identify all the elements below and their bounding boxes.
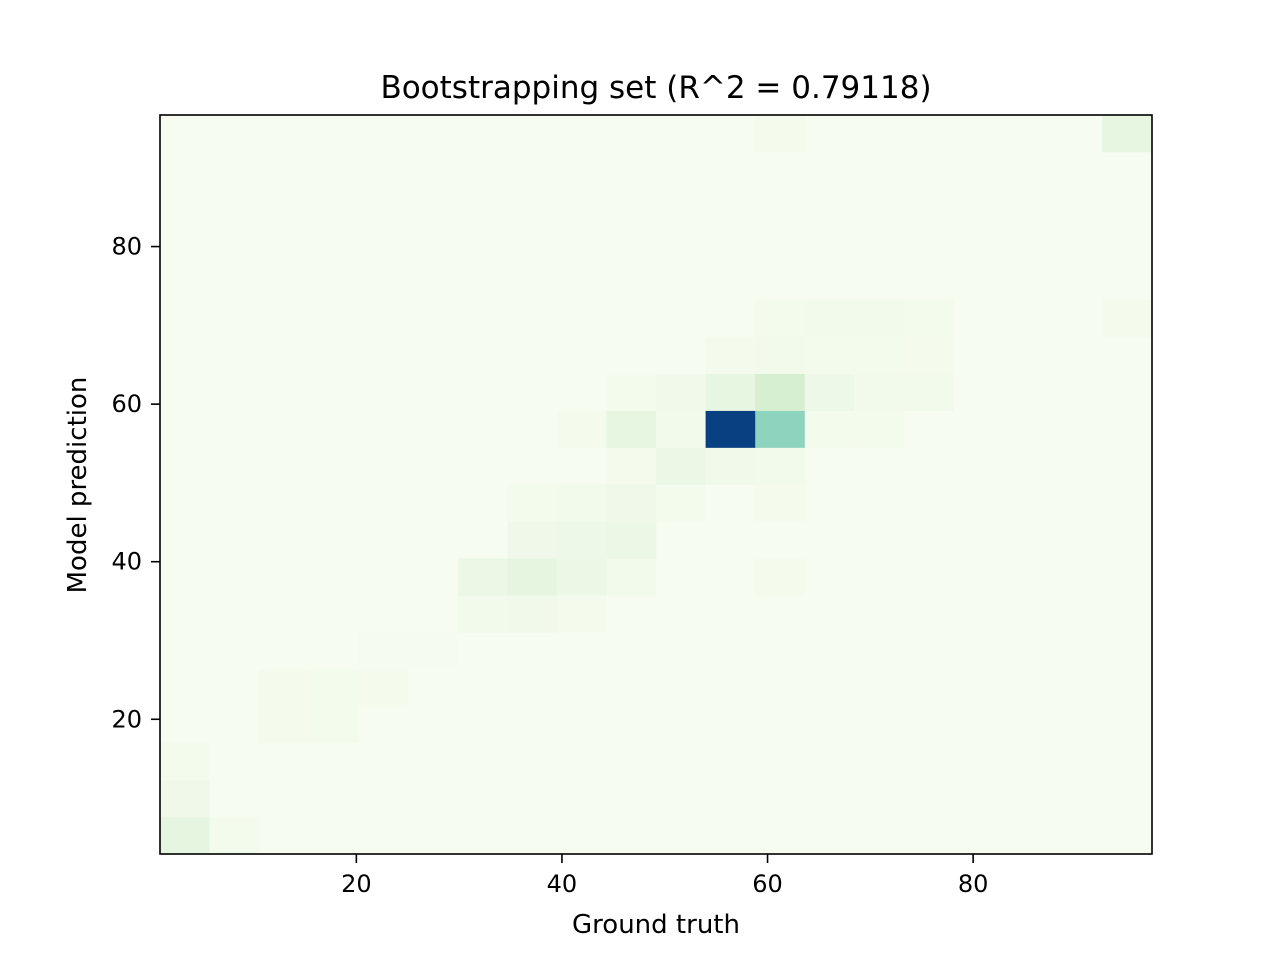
plot-frame [159,114,1153,855]
heatmap-cell [755,373,806,411]
heatmap-cell [606,521,657,559]
heatmap-cell [556,558,607,596]
heatmap-cell [606,558,657,596]
x-axis-label: Ground truth [572,910,740,940]
x-tick-label: 20 [341,870,372,898]
heatmap-cell [705,336,756,374]
x-tick-label: 60 [752,870,783,898]
heatmap-cell [904,373,954,411]
heatmap-cell [854,299,905,337]
y-axis-label: Model prediction [63,377,93,594]
heatmap-cells [160,115,1153,855]
heatmap-cell [705,447,756,485]
x-tick-label: 80 [958,870,989,898]
heatmap-cell [755,336,806,374]
y-tick-label: 20 [111,705,142,733]
heatmap-cell [656,373,706,411]
heatmap-cell [358,669,409,707]
heatmap-cell [656,447,706,485]
heatmap-cell [1102,299,1153,337]
heatmap-cell [556,410,607,448]
heatmap-cell [507,595,558,633]
heatmap-cell [755,410,806,448]
heatmap-cell [606,410,657,448]
heatmap-cell [507,558,558,596]
heatmap-cell [209,817,260,855]
heatmap-cell [408,632,458,670]
heatmap-cell [656,410,706,448]
heatmap-cell [160,817,210,855]
y-tick-label: 60 [111,390,142,418]
x-tick-label: 40 [547,870,578,898]
heatmap-cell [904,336,954,374]
heatmap-cell [804,299,855,337]
heatmap-cell [755,558,806,596]
x-axis-ticks: 20 40 60 80 [341,854,988,898]
heatmap-cell [160,743,210,781]
chart-title: Bootstrapping set (R^2 = 0.79118) [380,70,931,106]
heatmap-cell [854,336,905,374]
heatmap-cell [804,373,855,411]
heatmap-cell [308,669,359,707]
heatmap-cell [507,484,558,522]
heatmap-cell [854,410,905,448]
heatmap-cell [556,484,607,522]
heatmap-cell [904,299,954,337]
heatmap-cell [705,410,756,448]
heatmap-cell [606,373,657,411]
heatmap-cell [606,484,657,522]
heatmap-cell [656,484,706,522]
heatmap-cell [259,669,310,707]
heatmap-cell [556,521,607,559]
heatmap-cell [705,373,756,411]
heatmap-cell [457,558,508,596]
y-tick-label: 40 [111,548,142,576]
heatmap-cell [755,299,806,337]
heatmap-cell [606,447,657,485]
heatmap-cell [804,336,855,374]
heatmap-cell [1102,115,1153,153]
heatmap-cell [457,595,508,633]
heatmap-cell [755,447,806,485]
heatmap-cell [160,780,210,818]
heatmap-cell [507,521,558,559]
heatmap-cell [259,706,310,744]
heatmap-cell [755,115,806,153]
heatmap-cell [804,410,855,448]
heatmap-cell [308,706,359,744]
y-axis-ticks: 20 40 60 80 [111,233,160,733]
y-tick-label: 80 [111,233,142,261]
heatmap-cell [755,484,806,522]
heatmap-cell [556,595,607,633]
heatmap-cell [358,632,409,670]
heatmap-cell [854,373,905,411]
